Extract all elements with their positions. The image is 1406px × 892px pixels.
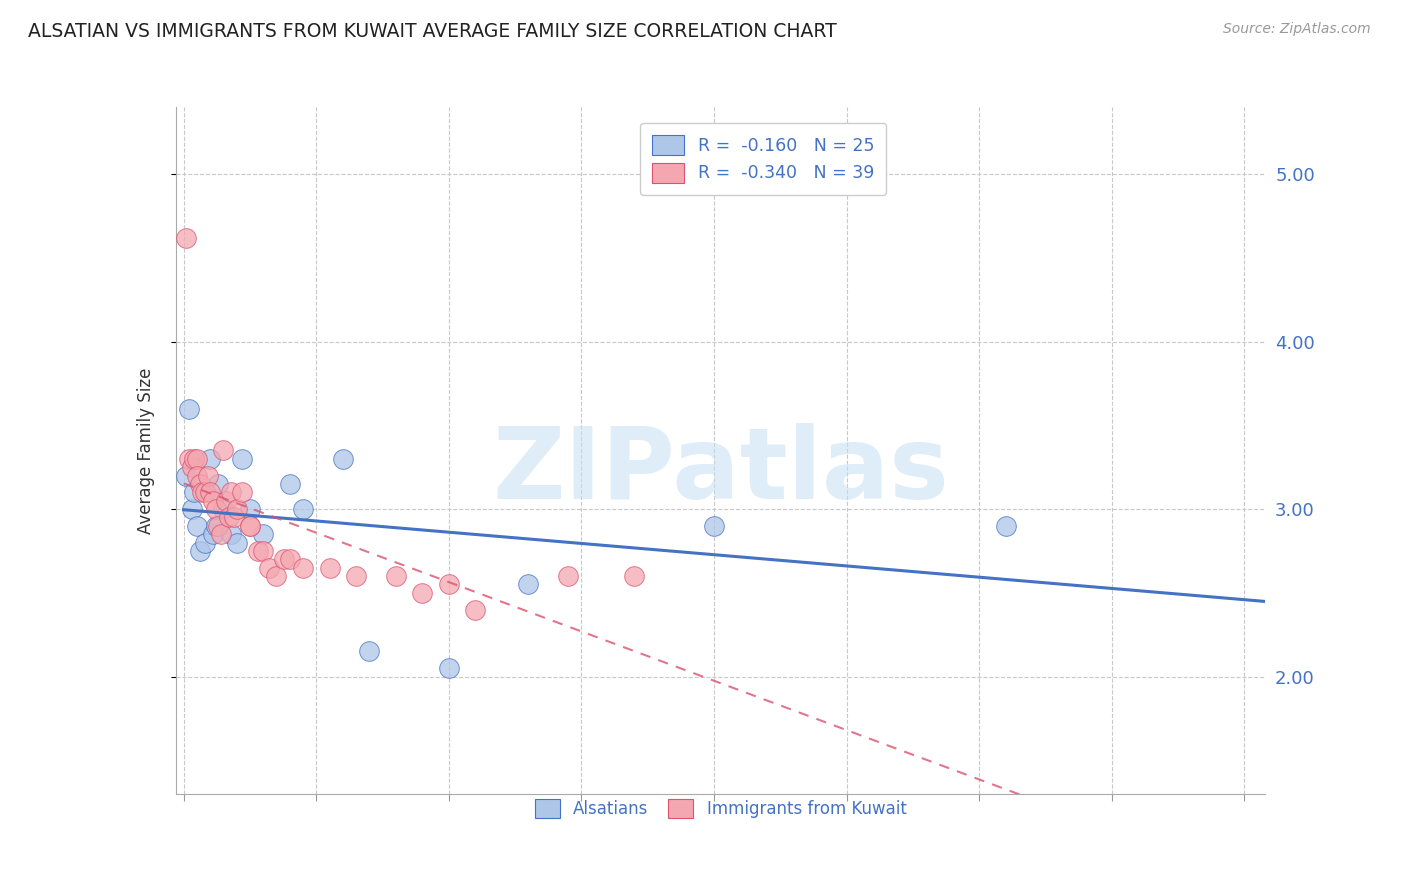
Point [186,519,208,533]
Point [209,527,232,541]
Point [252,544,274,558]
Point [201,527,224,541]
Point [188,477,211,491]
Point [200,485,222,500]
Text: Source: ZipAtlas.com: Source: ZipAtlas.com [1223,22,1371,37]
Point [180,502,202,516]
Point [218,510,240,524]
Point [231,451,253,466]
Y-axis label: Average Family Size: Average Family Size [136,368,155,533]
Point [623,569,645,583]
Point [252,527,274,541]
Point [194,485,217,500]
Point [437,577,460,591]
Point [204,502,226,516]
Point [239,502,262,516]
Point [177,451,200,466]
Point [180,460,202,475]
Point [183,485,205,500]
Point [246,544,269,558]
Point [344,569,367,583]
Point [212,502,235,516]
Point [215,493,238,508]
Point [225,535,247,549]
Point [278,552,301,566]
Point [231,485,253,500]
Point [191,485,214,500]
Point [464,602,486,616]
Point [186,451,208,466]
Point [176,468,198,483]
Point [177,401,200,416]
Point [194,535,217,549]
Point [207,519,229,533]
Legend: Alsatians, Immigrants from Kuwait: Alsatians, Immigrants from Kuwait [526,791,915,827]
Point [385,569,408,583]
Point [197,468,219,483]
Text: ZIPatlas: ZIPatlas [492,423,949,519]
Point [266,569,288,583]
Point [225,502,247,516]
Point [292,560,315,574]
Text: ALSATIAN VS IMMIGRANTS FROM KUWAIT AVERAGE FAMILY SIZE CORRELATION CHART: ALSATIAN VS IMMIGRANTS FROM KUWAIT AVERA… [28,22,837,41]
Point [411,586,433,600]
Point [557,569,579,583]
Point [207,477,229,491]
Point [359,644,381,658]
Point [176,230,198,244]
Point [201,493,224,508]
Point [517,577,540,591]
Point [200,451,222,466]
Point [222,510,245,524]
Point [239,519,262,533]
Point [703,519,725,533]
Point [257,560,280,574]
Point [332,451,354,466]
Point [292,502,315,516]
Point [212,443,235,458]
Point [239,519,262,533]
Point [204,519,226,533]
Point [273,552,295,566]
Point [437,661,460,675]
Point [318,560,340,574]
Point [221,485,243,500]
Point [188,544,211,558]
Point [994,519,1017,533]
Point [221,527,243,541]
Point [186,468,208,483]
Point [183,451,205,466]
Point [278,477,301,491]
